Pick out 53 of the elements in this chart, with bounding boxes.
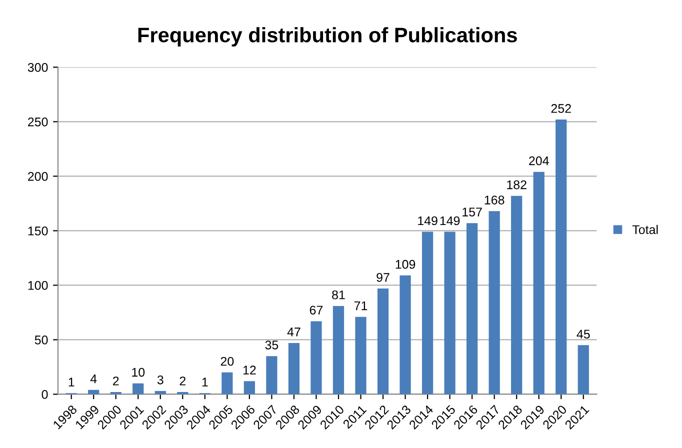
data-label: 4 [90,374,97,384]
data-label: 149 [418,216,438,226]
bar [556,120,567,394]
data-label: 81 [332,290,345,300]
bar [310,321,322,394]
data-label: 20 [220,356,234,366]
legend-label: Total [632,224,658,234]
bar [377,288,389,394]
data-label: 168 [484,196,504,204]
bar [355,316,366,394]
data-label: 157 [462,208,482,216]
y-tick-label: 150 [28,226,48,236]
y-tick-label: 0 [42,390,48,399]
data-label: 149 [440,216,460,226]
data-label: 67 [310,306,323,315]
data-label: 1 [68,378,74,386]
data-label: 182 [507,180,526,190]
data-label: 47 [287,328,300,336]
data-label: 2 [180,376,186,386]
bar [332,306,344,394]
bar [578,345,589,394]
data-label: 71 [354,301,368,310]
bar [88,390,100,394]
data-label: 45 [576,330,590,339]
data-label: 35 [265,340,278,350]
bar [154,390,166,394]
bar [466,223,478,394]
bar [422,232,434,394]
bar [533,172,544,394]
chart-title: Frequency distribution of Publications [138,27,517,47]
y-tick-label: 200 [28,172,48,181]
data-label: 252 [551,104,571,113]
bar [266,356,278,394]
bar [288,343,300,394]
bar [444,232,456,394]
data-label: 97 [376,273,390,282]
bar [511,196,522,394]
data-label: 10 [132,368,145,377]
bar [488,211,500,394]
y-tick-label: 250 [28,118,48,126]
bar [244,381,256,394]
data-label: 1 [202,378,208,386]
bar [132,383,144,394]
data-label: 109 [396,260,416,269]
data-label: 12 [243,366,256,374]
bar [400,275,411,394]
data-label: 204 [529,156,549,166]
data-label: 3 [157,375,164,384]
data-label: 2 [113,376,119,386]
bar [222,372,233,394]
y-tick-label: 300 [28,63,48,72]
y-tick-label: 100 [28,281,48,290]
y-tick-label: 50 [34,336,48,344]
